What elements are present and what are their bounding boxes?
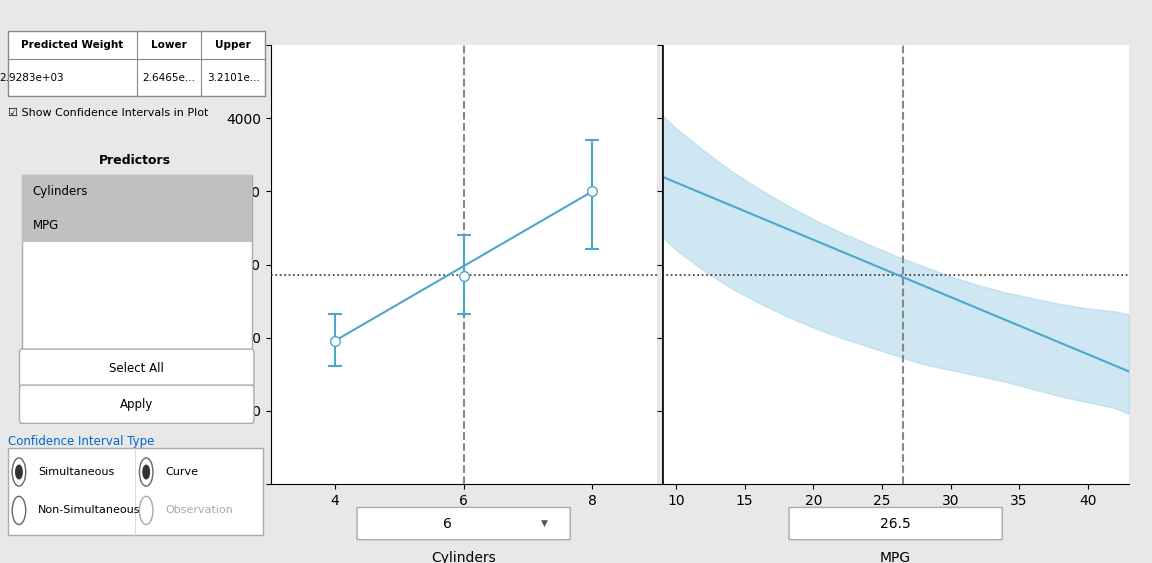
Text: 2.6465e...: 2.6465e...	[143, 73, 196, 83]
Bar	[22, 175, 252, 208]
Text: 26.5: 26.5	[880, 517, 911, 530]
Bar	[22, 175, 252, 358]
Text: ☑ Show Confidence Intervals in Plot: ☑ Show Confidence Intervals in Plot	[8, 108, 209, 118]
Text: Apply: Apply	[120, 397, 153, 411]
Bar	[22, 208, 252, 242]
Text: Lower: Lower	[151, 40, 187, 50]
X-axis label: MPG: MPG	[879, 513, 912, 529]
Text: Confidence Interval Type: Confidence Interval Type	[8, 435, 154, 449]
Text: 2.9283e+03: 2.9283e+03	[0, 73, 65, 83]
Text: MPG: MPG	[880, 551, 911, 563]
Bar	[8, 448, 263, 535]
Text: 3.2101e...: 3.2101e...	[206, 73, 259, 83]
Text: Observation: Observation	[165, 506, 233, 515]
X-axis label: Cylinders: Cylinders	[429, 513, 499, 529]
Text: Curve: Curve	[165, 467, 198, 477]
FancyBboxPatch shape	[20, 385, 253, 423]
Text: 6: 6	[444, 517, 452, 530]
Text: Cylinders: Cylinders	[32, 185, 88, 198]
FancyBboxPatch shape	[789, 507, 1002, 540]
FancyBboxPatch shape	[20, 349, 253, 387]
Text: Select All: Select All	[109, 361, 164, 375]
Text: Predictors: Predictors	[99, 154, 172, 167]
Circle shape	[143, 465, 150, 479]
Text: ▼: ▼	[541, 519, 547, 528]
Text: Upper: Upper	[215, 40, 251, 50]
FancyBboxPatch shape	[357, 507, 570, 540]
Bar	[8, 31, 265, 96]
Text: Non-Simultaneous: Non-Simultaneous	[38, 506, 141, 515]
Text: Predicted Weight: Predicted Weight	[21, 40, 123, 50]
Circle shape	[16, 465, 22, 479]
Text: MPG: MPG	[32, 218, 59, 232]
Text: Cylinders: Cylinders	[431, 551, 497, 563]
Text: Simultaneous: Simultaneous	[38, 467, 114, 477]
